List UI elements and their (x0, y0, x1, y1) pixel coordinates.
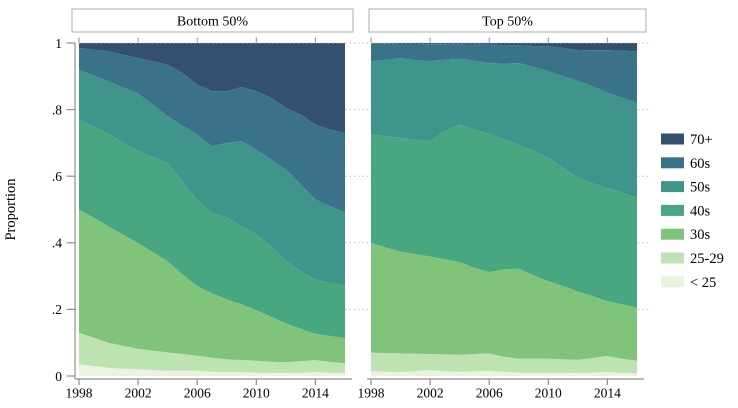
x-tick-label: 2010 (243, 386, 270, 401)
legend-swatch-40s (661, 204, 684, 216)
area-band-60s-panel1 (79, 48, 345, 213)
area-band-25-29-panel2 (371, 352, 637, 374)
x-tick-label: 2014 (594, 386, 621, 401)
legend-swatch-< 25 (661, 276, 684, 288)
legend-swatch-25-29 (661, 252, 684, 264)
legend-label-40s: 40s (690, 203, 711, 219)
panel-title: Top 50% (482, 15, 533, 30)
panel-title: Bottom 50% (177, 15, 249, 30)
area-band-30s-panel1 (79, 209, 345, 364)
panel-title-box (368, 8, 647, 33)
area-bands-layer (79, 43, 637, 376)
area-band-40s-panel1 (79, 119, 345, 338)
legend-label-25-29: 25-29 (690, 251, 724, 267)
x-tick-label: 1998 (358, 386, 385, 401)
y-tick-label: 0 (55, 369, 62, 384)
legend-label-60s: 60s (690, 156, 711, 172)
area-band-30s-panel2 (371, 242, 637, 361)
x-tick-label: 2014 (302, 386, 329, 401)
area-band-25-29-panel1 (79, 332, 345, 373)
legend-swatch-70+ (661, 133, 684, 145)
legend-label-< 25: < 25 (690, 275, 716, 291)
y-tick-label: .6 (52, 169, 62, 184)
x-tick-label: 1998 (66, 386, 93, 401)
panel-titles-layer: Bottom 50% Top 50% (71, 8, 647, 33)
legend: 70+ 60s 50s 40s 30s 25-29 < 25 (661, 132, 724, 291)
area-band-70+-panel2 (371, 43, 637, 52)
legend-label-70+: 70+ (690, 132, 713, 148)
y-tick-label: .2 (52, 302, 62, 317)
panel-title-box (71, 8, 354, 33)
area-band-70+-panel1 (79, 43, 345, 133)
y-axis-title: Proportion (3, 178, 19, 241)
legend-swatch-30s (661, 228, 684, 240)
area-band-40s-panel2 (371, 124, 637, 308)
area-band-50s-panel2 (371, 58, 637, 198)
x-tick-label: 2002 (417, 386, 444, 401)
y-tick-label: .4 (52, 236, 62, 251)
area-band-< 25-panel1 (79, 364, 345, 376)
y-tick-label: .8 (52, 102, 62, 117)
y-tick-label: 1 (55, 36, 62, 51)
x-tick-label: 2006 (184, 386, 211, 401)
x-tick-label: 2006 (476, 386, 503, 401)
axes-layer: 1998 2002 2006 2010 2014 1998 2002 2006 2010 2014… (52, 36, 644, 401)
area-band-50s-panel1 (79, 69, 345, 286)
x-tick-label: 2002 (125, 386, 152, 401)
legend-swatch-60s (661, 157, 684, 169)
area-band-60s-panel2 (371, 43, 637, 103)
legend-swatch-50s (661, 181, 684, 193)
legend-label-50s: 50s (690, 180, 711, 196)
area-band-< 25-panel2 (371, 370, 637, 376)
x-tick-label: 2010 (535, 386, 562, 401)
legend-label-30s: 30s (690, 227, 711, 243)
